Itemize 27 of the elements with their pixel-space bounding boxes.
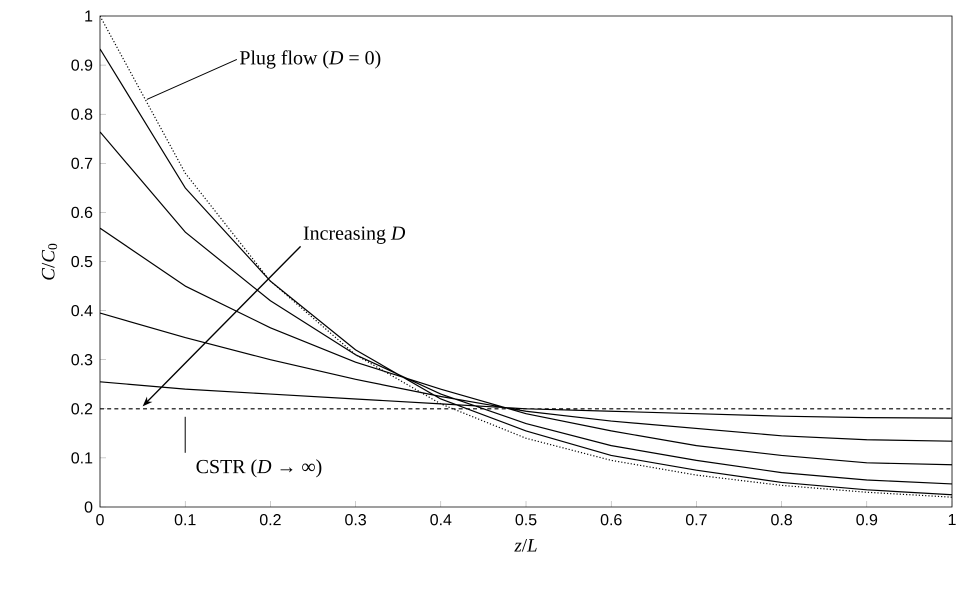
x-axis-title: z/L	[514, 539, 537, 552]
y-tick-label: 0.8	[71, 108, 92, 120]
y-tick-label: 0.6	[71, 206, 92, 218]
x-tick-label: 0.7	[686, 514, 707, 526]
x-tick-label: 0.8	[771, 514, 792, 526]
annotation: Plug flow (D = 0)	[240, 50, 380, 69]
legend-label: CSTR (D → ∞)	[196, 459, 322, 478]
y-tick-label: 0.5	[71, 256, 92, 268]
y-tick-label: 0.1	[71, 452, 92, 464]
y-tick-label: 0	[84, 501, 92, 513]
y-tick-label: 1	[85, 10, 92, 22]
y-tick-label: 0.2	[71, 403, 92, 414]
x-tick-label: 0.9	[856, 514, 878, 526]
x-tick-label: 0.4	[430, 514, 452, 526]
x-tick-label: 1	[948, 514, 956, 526]
y-tick-label: 0.3	[71, 354, 92, 366]
y-tick-label: 0.4	[71, 304, 92, 316]
x-tick-label: 0.3	[345, 514, 366, 526]
x-tick-label: 0	[96, 514, 104, 526]
x-tick-label: 0.6	[600, 514, 622, 526]
y-tick-label: 0.7	[71, 158, 92, 169]
y-tick-label: 0.9	[71, 59, 92, 71]
y-axis-title: C/C$_{0}$	[42, 244, 58, 280]
annotation: Increasing D	[304, 226, 406, 244]
x-tick-label: 0.2	[260, 514, 281, 526]
x-tick-label: 0.1	[174, 514, 196, 526]
x-tick-label: 0.5	[516, 514, 536, 526]
